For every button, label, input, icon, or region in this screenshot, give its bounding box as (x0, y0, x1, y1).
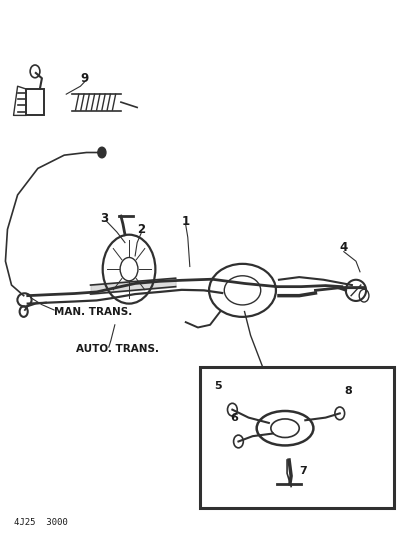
Bar (200, 367, 395, 508)
Text: 1: 1 (182, 215, 190, 228)
Text: 6: 6 (231, 413, 238, 423)
Text: 9: 9 (80, 72, 89, 85)
Text: 2: 2 (137, 223, 145, 236)
Text: 4: 4 (340, 241, 348, 254)
Text: 3: 3 (101, 212, 109, 225)
Text: 5: 5 (214, 381, 222, 391)
Circle shape (98, 147, 106, 158)
Text: 7: 7 (299, 466, 307, 475)
Text: AUTO. TRANS.: AUTO. TRANS. (76, 344, 160, 354)
Bar (26, 89, 44, 115)
Text: 4J25  3000: 4J25 3000 (13, 519, 67, 527)
Text: MAN. TRANS.: MAN. TRANS. (54, 306, 132, 317)
Text: 8: 8 (344, 386, 352, 396)
